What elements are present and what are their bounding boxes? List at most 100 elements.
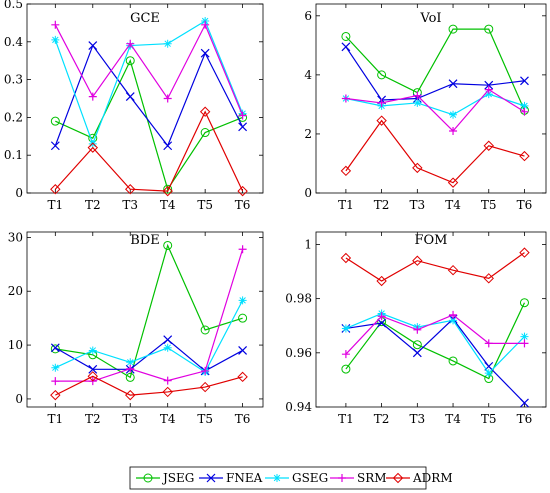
x-tick-label: T6: [517, 198, 533, 212]
x-tick-label: T4: [445, 198, 461, 212]
data-point-srm: [51, 20, 60, 29]
x-tick-label: T5: [481, 412, 497, 426]
chart-panels: GCE 0 0.1 0.2 0.3 0.4 0.5 T1 T2 T3 T4 T5 T6 VoI 0 2 4 6 T1…: [4, 0, 547, 426]
data-point-adrm: [412, 255, 423, 266]
data-point-jseg: [50, 344, 60, 354]
legend-label: FNEA: [226, 471, 263, 485]
data-point-fnea: [484, 80, 494, 90]
data-point-jseg: [163, 184, 173, 194]
data-point-srm: [413, 91, 422, 100]
series-line-gseg: [54, 20, 244, 146]
data-point-jseg: [484, 24, 494, 34]
data-point-gseg: [413, 98, 422, 107]
legend-item-fnea: FNEA: [199, 471, 263, 485]
data-point-fnea: [88, 364, 98, 374]
x-tick-label: T2: [374, 198, 390, 212]
data-point-gseg: [520, 101, 529, 110]
data-point-srm: [238, 111, 247, 120]
data-point-adrm: [376, 115, 387, 126]
x-tick-label: T1: [47, 412, 63, 426]
series-adrm: [50, 106, 248, 197]
data-point-jseg: [50, 116, 60, 126]
chart-title: BDE: [130, 233, 159, 248]
data-point-adrm: [162, 386, 173, 398]
legend-label: JSEG: [161, 471, 194, 485]
data-point-srm: [201, 20, 210, 29]
series-gseg: [51, 296, 247, 376]
data-point-jseg: [341, 31, 351, 41]
data-point-fnea: [377, 318, 387, 328]
data-point-jseg: [448, 24, 458, 34]
data-point-fnea: [50, 343, 60, 353]
y-tick-label: 0.96: [285, 346, 312, 360]
series-adrm: [340, 247, 530, 287]
data-point-jseg: [125, 56, 135, 66]
data-point-fnea: [238, 122, 248, 132]
data-point-jseg: [125, 372, 135, 382]
data-point-adrm: [447, 264, 459, 276]
series-line-jseg: [345, 28, 526, 111]
data-point-gseg: [51, 363, 60, 372]
data-point-fnea: [200, 48, 210, 58]
x-tick-label: T6: [235, 198, 251, 212]
data-point-fnea: [50, 141, 60, 151]
data-point-adrm: [412, 162, 423, 174]
chart-title: VoI: [419, 11, 441, 26]
x-tick-label: T2: [85, 198, 101, 212]
data-point-fnea: [238, 346, 248, 355]
x-tick-label: T6: [235, 412, 251, 426]
series-srm: [341, 310, 529, 359]
panel-bde: BDE 0 10 20 30 T1 T2 T3 T4 T5 T6: [8, 230, 264, 426]
data-point-srm: [377, 312, 386, 321]
plot-frame: [315, 231, 547, 408]
data-point-fnea: [448, 79, 458, 89]
data-point-adrm: [199, 106, 211, 117]
data-point-srm: [449, 310, 458, 319]
y-tick-label: 2: [304, 127, 312, 141]
x-tick-label: T5: [481, 198, 497, 212]
data-point-adrm: [483, 273, 494, 284]
data-point-adrm: [519, 150, 530, 162]
data-point-adrm: [237, 371, 248, 383]
legend: JSEG FNEA GSEG SRM ADRM: [129, 466, 453, 490]
data-point-srm: [163, 376, 172, 385]
data-point-gseg: [449, 316, 458, 325]
series-line-gseg: [345, 312, 525, 375]
data-point-srm: [51, 377, 60, 386]
x-tick-label: T2: [85, 412, 101, 426]
legend-marker: [392, 472, 404, 484]
data-point-jseg: [238, 313, 248, 323]
y-tick-label: 6: [304, 9, 312, 23]
x-tick-label: T4: [445, 412, 461, 426]
data-point-srm: [520, 107, 529, 116]
data-point-jseg: [163, 240, 173, 250]
series-line-srm: [54, 23, 244, 116]
data-point-adrm: [50, 184, 61, 195]
data-point-fnea: [341, 42, 351, 52]
data-point-gseg: [163, 343, 172, 352]
series-fnea: [50, 41, 248, 151]
plot-frame: [315, 3, 547, 194]
y-tick-label: 0.3: [4, 73, 23, 87]
data-point-adrm: [50, 389, 61, 401]
data-point-srm: [163, 94, 172, 103]
series-line-gseg: [55, 300, 244, 373]
chart-title: GCE: [130, 11, 160, 26]
legend-marker: [273, 474, 281, 482]
y-tick-label: 0: [304, 186, 312, 200]
x-tick-label: T2: [374, 412, 390, 426]
x-tick-label: T4: [160, 412, 176, 426]
data-point-adrm: [340, 252, 352, 264]
series-line-gseg: [345, 93, 525, 116]
panel-voi: VoI 0 2 4 6 T1 T2 T3 T4 T5 T6: [304, 3, 547, 212]
data-point-gseg: [341, 324, 350, 333]
x-tick-label: T3: [122, 412, 138, 426]
series-jseg: [341, 298, 529, 384]
data-point-gseg: [484, 90, 493, 99]
data-point-adrm: [87, 371, 98, 382]
panel-fom: FOM 0.94 0.96 0.98 1 T1 T2 T3 T4 T5 T6: [285, 231, 547, 426]
y-tick-label: 30: [8, 230, 23, 244]
data-point-srm: [341, 94, 350, 103]
data-point-adrm: [162, 185, 173, 197]
x-tick-label: T5: [197, 198, 213, 212]
